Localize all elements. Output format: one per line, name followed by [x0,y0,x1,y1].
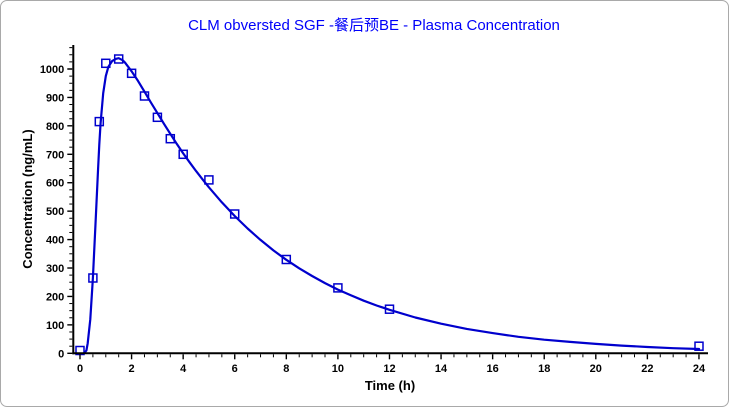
data-point-marker [229,209,240,219]
fitted-curve [82,57,701,355]
x-tick-label: 2 [129,363,135,375]
data-point-marker [204,175,214,185]
x-tick-label: 6 [232,363,238,375]
x-axis-label: Time (h) [365,378,415,393]
x-tick-label: 14 [435,363,448,375]
x-tick-label: 24 [693,363,706,375]
data-point-marker [94,116,105,127]
x-tick-label: 22 [641,363,653,375]
x-tick-label: 16 [487,363,499,375]
x-tick-label: 12 [383,363,395,375]
x-tick-label: 20 [590,363,602,375]
y-tick-label: 700 [46,149,64,161]
y-axis-label: Concentration (ng/mL) [20,129,35,268]
y-tick-label: 900 [46,92,64,104]
data-point-marker [694,341,704,351]
y-tick-label: 0 [58,348,64,360]
y-tick-label: 500 [46,206,64,218]
data-series-layer [75,54,704,356]
y-tick-label: 1000 [40,64,64,76]
y-tick-label: 800 [46,121,64,133]
y-tick-label: 100 [46,320,64,332]
y-tick-label: 600 [46,178,64,190]
axes-layer: 0 2 4 6 8 10 12 14 16 18 20 22 240100200300400500600… [40,45,708,375]
x-tick-label: 8 [283,363,289,375]
chart-title: CLM obversted SGF -餐后预BE - Plasma Concen… [188,17,560,34]
x-tick-label: 18 [538,363,550,375]
y-tick-label: 400 [46,235,64,247]
y-tick-label: 200 [46,291,64,303]
x-tick-label: 4 [180,363,187,375]
y-tick-label: 300 [46,263,64,275]
y-ticks: 0 100 200 300 400 500 600 700 800 900 1000 [40,47,73,360]
x-tick-label: 10 [332,363,344,375]
data-point-marker [126,68,137,79]
x-tick-label: 0 [77,363,83,375]
x-ticks: 0 2 4 6 8 10 12 14 16 18 20 22 24 [77,354,706,375]
